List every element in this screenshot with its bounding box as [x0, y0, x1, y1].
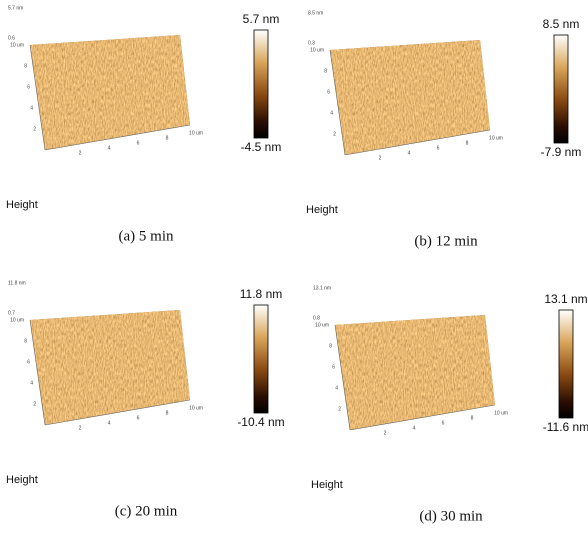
y-tick-label: 8 [24, 63, 27, 69]
y-tick-label: 8 [329, 343, 332, 349]
caption: (b) 12 min [414, 233, 478, 249]
x-tick-label: 10 um [494, 410, 508, 416]
x-tick-label: 8 [466, 140, 469, 146]
colorbar-max: 13.1 nm [544, 292, 587, 306]
afm-surface [30, 310, 190, 425]
z-tick: 0.6 [8, 35, 15, 41]
y-tick-label: 10 um [315, 322, 329, 328]
y-tick-label: 4 [335, 385, 338, 391]
height-label: Height [306, 204, 338, 216]
colorbar-max: 11.8 nm [240, 287, 282, 301]
y-tick-label: 6 [327, 89, 330, 95]
x-tick-label: 6 [437, 145, 440, 151]
y-tick-label: 2 [333, 131, 336, 137]
y-tick-label: 6 [332, 364, 335, 370]
z-tick: 0.7 [8, 310, 15, 316]
x-tick-label: 4 [408, 150, 411, 156]
y-tick-label: 10 um [10, 317, 24, 323]
y-tick-label: 4 [30, 380, 33, 386]
colorbar-max: 8.5 nm [543, 17, 580, 31]
figure: 5.7 nm 0.6 2 4 6 8 10 um 2 4 6 8 10 um 5.7 nm -4.5 nm… [0, 0, 588, 534]
caption: (a) 5 min [119, 228, 174, 244]
colorbar-min: -4.5 nm [241, 140, 282, 154]
x-tick-label: 10 um [189, 405, 203, 411]
height-label: Height [6, 199, 38, 211]
afm-surface [30, 35, 190, 150]
y-tick-label: 6 [27, 359, 30, 365]
y-tick-label: 4 [330, 110, 333, 116]
y-tick-label: 6 [27, 84, 30, 90]
colorbar-min: -7.9 nm [541, 145, 582, 159]
x-tick-label: 10 um [489, 135, 503, 141]
z-label: 11.8 nm [8, 280, 26, 286]
z-label: 13.1 nm [313, 285, 331, 291]
x-tick-label: 8 [166, 410, 169, 416]
x-tick-label: 2 [379, 155, 382, 161]
caption: (d) 30 min [419, 508, 483, 524]
y-tick-label: 8 [24, 338, 27, 344]
x-tick-label: 2 [79, 425, 82, 431]
afm-surface [335, 315, 495, 430]
x-tick-label: 6 [137, 140, 140, 146]
colorbar-min: -11.6 nm [543, 420, 588, 434]
x-tick-label: 2 [79, 150, 82, 156]
height-label: Height [311, 479, 343, 491]
x-tick-label: 2 [384, 430, 387, 436]
x-tick-label: 4 [108, 420, 111, 426]
x-tick-label: 6 [442, 420, 445, 426]
height-label: Height [6, 474, 38, 486]
y-tick-label: 10 um [10, 42, 24, 48]
y-tick-label: 10 um [310, 47, 324, 53]
y-tick-label: 2 [338, 406, 341, 412]
z-tick: 0.3 [308, 40, 315, 46]
x-tick-label: 4 [413, 425, 416, 431]
y-tick-label: 4 [30, 105, 33, 111]
z-tick: 0.8 [313, 315, 320, 321]
colorbar [559, 310, 573, 418]
x-tick-label: 6 [137, 415, 140, 421]
z-label: 8.5 nm [308, 10, 323, 16]
x-tick-label: 8 [166, 135, 169, 141]
z-label: 5.7 nm [8, 5, 23, 11]
colorbar [254, 305, 268, 413]
colorbar-max: 5.7 nm [243, 12, 280, 26]
afm-surface [330, 40, 490, 155]
y-tick-label: 2 [33, 126, 36, 132]
x-tick-label: 10 um [189, 130, 203, 136]
x-tick-label: 8 [471, 415, 474, 421]
caption: (c) 20 min [115, 503, 178, 519]
y-tick-label: 2 [33, 401, 36, 407]
y-tick-label: 8 [324, 68, 327, 74]
x-tick-label: 4 [108, 145, 111, 151]
colorbar [554, 35, 568, 143]
colorbar [254, 30, 268, 138]
colorbar-min: -10.4 nm [237, 415, 284, 429]
